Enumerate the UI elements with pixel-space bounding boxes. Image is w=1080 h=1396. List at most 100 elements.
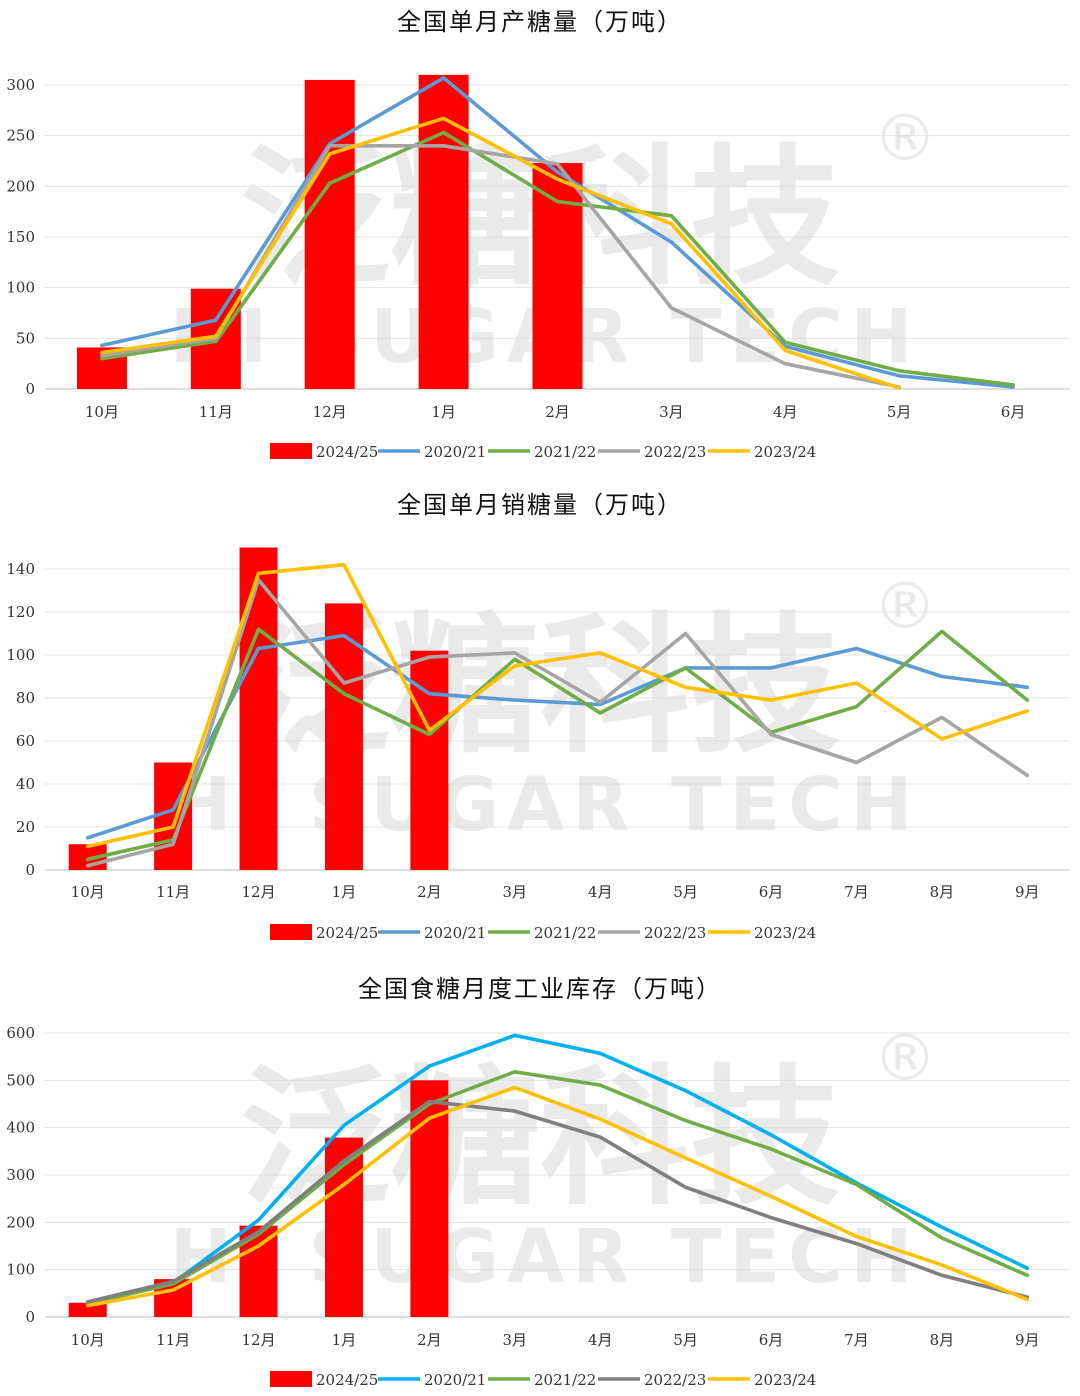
x-tick-label: 12月 — [313, 403, 347, 421]
production-chart: 050100150200250300泛糖科技HI SUGAR TECH®全国单月… — [6, 8, 1070, 461]
x-tick-label: 2月 — [417, 883, 442, 901]
legend: 2024/25 2020/21 2021/22 2022/23 2023/24 — [270, 1371, 816, 1389]
y-tick-label: 200 — [6, 1213, 35, 1231]
watermark-en: HI SUGAR TECH — [170, 762, 921, 848]
legend: 2024/25 2020/21 2021/22 2022/23 2023/24 — [270, 443, 816, 461]
y-tick-label: 0 — [25, 380, 35, 398]
bar-2024-25 — [324, 1137, 363, 1317]
y-tick-label: 40 — [16, 775, 35, 793]
x-tick-label: 3月 — [659, 403, 684, 421]
watermark-registered-mark: ® — [873, 570, 937, 644]
x-tick-label: 10月 — [85, 403, 119, 421]
x-tick-label: 11月 — [156, 883, 190, 901]
legend-label: 2023/24 — [754, 924, 816, 942]
legend-label: 2022/23 — [644, 924, 706, 942]
legend: 2024/25 2020/21 2021/22 2022/23 2023/24 — [270, 924, 816, 942]
bar-2024-25 — [68, 1302, 107, 1317]
legend-label: 2020/21 — [424, 1371, 486, 1389]
y-tick-label: 80 — [16, 689, 35, 707]
legend-label: 2021/22 — [534, 1371, 596, 1389]
bar-2024-25 — [239, 547, 278, 870]
chart-title: 全国单月产糖量（万吨） — [397, 8, 683, 36]
x-tick-label: 8月 — [930, 1331, 955, 1349]
y-tick-label: 400 — [6, 1119, 35, 1137]
legend-label: 2022/23 — [644, 1371, 706, 1389]
x-tick-label: 11月 — [199, 403, 233, 421]
x-tick-label: 12月 — [241, 1331, 275, 1349]
series-line-2021-22 — [100, 130, 1015, 387]
chart-title: 全国单月销糖量（万吨） — [397, 491, 683, 519]
x-tick-label: 8月 — [930, 883, 955, 901]
legend-label: 2020/21 — [424, 924, 486, 942]
x-tick-label: 1月 — [332, 1331, 357, 1349]
x-tick-label: 2月 — [417, 1331, 442, 1349]
bar-2024-25 — [154, 762, 193, 870]
x-tick-label: 7月 — [844, 883, 869, 901]
bar-2024-25 — [410, 650, 449, 870]
x-tick-label: 3月 — [503, 883, 528, 901]
x-tick-label: 2月 — [545, 403, 570, 421]
y-tick-label: 0 — [25, 861, 35, 879]
legend-swatch-bar — [270, 443, 312, 459]
series-line-2022-23 — [85, 578, 1030, 868]
x-tick-label: 9月 — [1015, 1331, 1040, 1349]
x-tick-label: 6月 — [1001, 403, 1026, 421]
series-line-2023-24 — [85, 562, 1030, 849]
y-tick-label: 200 — [6, 177, 35, 195]
x-tick-label: 9月 — [1015, 883, 1040, 901]
legend-label: 2022/23 — [644, 443, 706, 461]
x-tick-label: 1月 — [431, 403, 456, 421]
x-tick-label: 10月 — [71, 1331, 105, 1349]
x-tick-label: 1月 — [332, 883, 357, 901]
y-tick-label: 0 — [25, 1308, 35, 1326]
series-line-2020-21 — [85, 1033, 1030, 1305]
x-tick-label: 4月 — [588, 1331, 613, 1349]
series-line-2023-24 — [85, 1085, 1030, 1308]
bar-2024-25 — [324, 603, 363, 870]
y-tick-label: 140 — [6, 560, 35, 578]
x-tick-label: 6月 — [759, 1331, 784, 1349]
legend-swatch-bar — [270, 1371, 312, 1387]
series-line-2021-22 — [85, 1070, 1030, 1306]
legend-swatch-bar — [270, 924, 312, 940]
y-tick-label: 120 — [6, 603, 35, 621]
y-tick-label: 600 — [6, 1024, 35, 1042]
bar-2024-25 — [410, 1080, 449, 1317]
series-line-2022-23 — [85, 1099, 1030, 1304]
y-tick-label: 150 — [6, 228, 35, 246]
legend-label: 2021/22 — [534, 924, 596, 942]
y-tick-label: 300 — [6, 76, 35, 94]
legend-label: 2024/25 — [316, 1371, 378, 1389]
x-tick-label: 5月 — [673, 1331, 698, 1349]
y-tick-label: 100 — [6, 1261, 35, 1279]
legend-label: 2021/22 — [534, 443, 596, 461]
bar-2024-25 — [304, 79, 355, 389]
legend-label: 2023/24 — [754, 443, 816, 461]
series-line-2020-21 — [85, 633, 1030, 840]
x-tick-label: 10月 — [71, 883, 105, 901]
legend-label: 2023/24 — [754, 1371, 816, 1389]
chart-title: 全国食糖月度工业库存（万吨） — [358, 975, 722, 1003]
x-tick-label: 4月 — [773, 403, 798, 421]
series-line-2023-24 — [100, 116, 901, 390]
watermark-registered-mark: ® — [873, 1022, 937, 1096]
x-tick-label: 4月 — [588, 883, 613, 901]
x-tick-label: 3月 — [503, 1331, 528, 1349]
watermark-en: HI SUGAR TECH — [170, 1214, 921, 1300]
y-tick-label: 100 — [6, 279, 35, 297]
watermark-registered-mark: ® — [873, 102, 937, 176]
y-tick-label: 50 — [16, 329, 35, 347]
x-tick-label: 6月 — [759, 883, 784, 901]
legend-label: 2024/25 — [316, 443, 378, 461]
y-tick-label: 500 — [6, 1071, 35, 1089]
legend-label: 2020/21 — [424, 443, 486, 461]
x-tick-label: 12月 — [241, 883, 275, 901]
y-tick-label: 60 — [16, 732, 35, 750]
y-tick-label: 300 — [6, 1166, 35, 1184]
series-line-2020-21 — [100, 76, 1015, 389]
x-tick-label: 7月 — [844, 1331, 869, 1349]
